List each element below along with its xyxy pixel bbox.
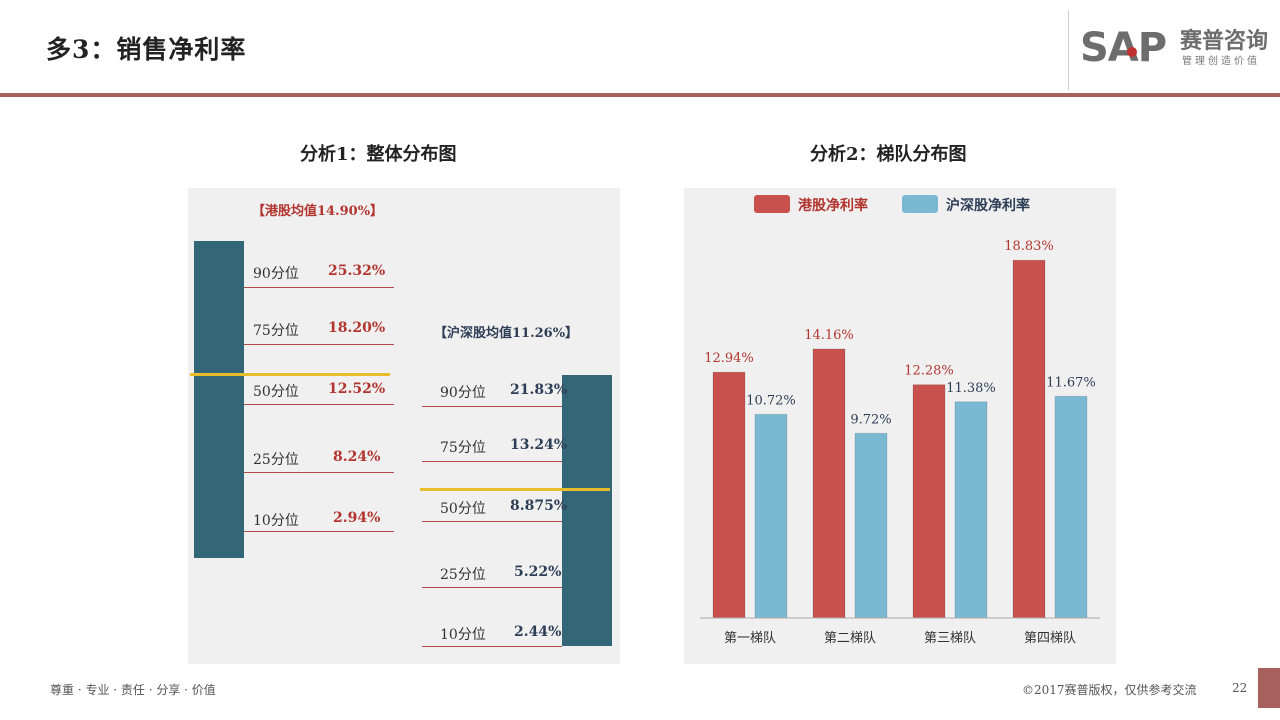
legend-label: 港股净利率 [798,197,868,214]
legend-swatch [902,195,938,213]
legend-swatch [754,195,790,213]
hk-quantile-label: 50分位 [253,384,299,400]
cn-average-label: 【沪深股均值11.26%】 [434,326,579,341]
category-label: 第二梯队 [824,631,876,646]
hk-quantile-value: 2.94% [333,510,381,526]
logo-slogan: 管理创造价值 [1182,56,1260,67]
cn-quantile-label: 25分位 [440,567,486,583]
chart-legend: 港股净利率 沪深股净利率 [754,195,1030,214]
logo-dot-icon [1127,47,1137,57]
hk-median-line [190,373,390,376]
hk-quantile-line [244,531,394,532]
logo-brand: SAP [1080,25,1167,71]
cn-quantile-line [422,521,562,522]
cn-quantile-value: 2.44% [514,624,562,640]
distribution-panel [188,188,620,664]
cn-bar [754,413,788,619]
cn-quantile-line [422,461,562,462]
hk-quantile-line [244,472,394,473]
page-title: 多3：销售净利率 [46,35,247,64]
hk-distribution-column [194,241,244,558]
logo-name: 赛普咨询 [1180,28,1269,54]
hk-quantile-value: 8.24% [333,449,381,465]
cn-quantile-label: 90分位 [440,385,486,401]
company-logo: SAP 赛普咨询 管理创造价值 [1080,26,1270,74]
legend-label: 沪深股净利率 [946,197,1030,214]
cn-quantile-value: 13.24% [510,437,568,453]
footer-values: 尊重 · 专业 · 责任 · 分享 · 价值 [50,683,216,697]
hk-quantile-label: 90分位 [253,266,299,282]
bar-data-label: 14.16% [804,328,854,343]
hk-quantile-line [244,287,394,288]
cn-median-line [420,488,610,491]
bar-data-label: 12.94% [704,351,754,366]
bar-data-label: 12.28% [904,364,954,379]
cn-quantile-line [422,587,562,588]
cn-bar [854,432,888,619]
hk-quantile-value: 12.52% [328,381,386,397]
category-label: 第一梯队 [724,631,776,646]
cn-quantile-line [422,406,562,407]
hk-bar [812,348,846,619]
hk-bar [712,371,746,619]
cn-quantile-value: 8.875% [510,498,568,514]
tier-bar-chart: 港股净利率 沪深股净利率 12.94% 10.72% 14.16% 9.72% 12.28… [700,195,1100,646]
cn-bar [954,401,988,619]
logo-separator [1068,10,1069,90]
cn-quantile-label: 10分位 [440,627,486,643]
bar-data-label: 11.67% [1046,375,1096,390]
cn-distribution-column [562,375,612,646]
category-label: 第四梯队 [1024,631,1076,646]
header-divider [0,93,1280,97]
hk-average-label: 【港股均值14.90%】 [252,204,384,219]
hk-quantile-value: 25.32% [328,263,386,279]
cn-quantile-value: 21.83% [510,382,568,398]
hk-quantile-line [244,344,394,345]
hk-bar [1012,259,1046,619]
hk-quantile-label: 25分位 [253,452,299,468]
cn-quantile-label: 75分位 [440,440,486,456]
category-label: 第三梯队 [924,631,976,646]
analysis2-title: 分析2：梯队分布图 [810,144,967,165]
hk-quantile-label: 75分位 [253,323,299,339]
footer-decoration [1258,668,1280,708]
cn-quantile-line [422,646,562,647]
cn-quantile-value: 5.22% [514,564,562,580]
cn-quantile-label: 50分位 [440,501,486,517]
hk-quantile-label: 10分位 [253,513,299,529]
bar-data-label: 11.38% [946,381,996,396]
analysis1-title: 分析1：整体分布图 [300,144,457,165]
bar-data-label: 18.83% [1004,239,1054,254]
footer-copyright: ©2017赛普版权，仅供参考交流 [1022,683,1197,697]
hk-bar [912,384,946,619]
hk-quantile-line [244,404,394,405]
cn-bar [1054,395,1088,619]
bar-data-label: 10.72% [746,393,796,408]
page-number: 22 [1232,681,1248,695]
bar-data-label: 9.72% [850,412,891,427]
hk-quantile-value: 18.20% [328,320,386,336]
